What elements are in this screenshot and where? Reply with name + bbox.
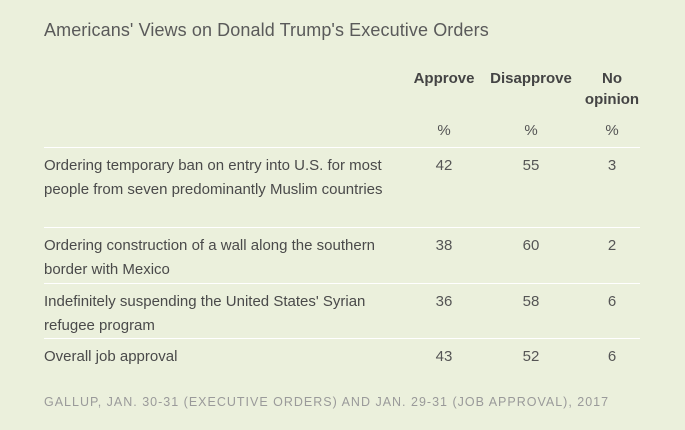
- row-label: Ordering temporary ban on entry into U.S…: [44, 157, 383, 198]
- column-header-no-opinion: No opinion: [582, 68, 642, 110]
- row-label: Ordering construction of a wall along th…: [44, 237, 376, 278]
- cell-no-opinion: 2: [607, 237, 617, 254]
- table-row: Ordering temporary ban on entry into U.S…: [44, 147, 640, 227]
- unit-label-disapprove: %: [524, 122, 538, 139]
- cell-no-opinion: 6: [607, 293, 617, 310]
- cell-disapprove: 52: [522, 348, 540, 365]
- chart-title: Americans' Views on Donald Trump's Execu…: [44, 20, 489, 40]
- unit-label-no-opinion: %: [605, 122, 619, 139]
- cell-approve: 38: [435, 237, 453, 254]
- column-header-no-opinion-line2: opinion: [584, 91, 640, 108]
- source-note: GALLUP, JAN. 30-31 (EXECUTIVE ORDERS) AN…: [44, 395, 610, 409]
- column-header-no-opinion-line1: No: [602, 70, 622, 87]
- row-label: Indefinitely suspending the United State…: [44, 293, 366, 334]
- cell-approve: 43: [435, 348, 453, 365]
- table-row: Indefinitely suspending the United State…: [44, 283, 640, 338]
- table-row: Ordering construction of a wall along th…: [44, 227, 640, 283]
- column-header-approve: Approve: [413, 70, 475, 87]
- cell-disapprove: 55: [522, 157, 540, 174]
- cell-no-opinion: 6: [607, 348, 617, 365]
- column-header-disapprove: Disapprove: [490, 70, 572, 87]
- cell-disapprove: 58: [522, 293, 540, 310]
- cell-approve: 42: [435, 157, 453, 174]
- unit-label-approve: %: [437, 122, 451, 139]
- table-row: Overall job approval 43 52 6: [44, 338, 640, 373]
- cell-approve: 36: [435, 293, 453, 310]
- cell-no-opinion: 3: [607, 157, 617, 174]
- cell-disapprove: 60: [522, 237, 540, 254]
- row-label: Overall job approval: [44, 348, 178, 365]
